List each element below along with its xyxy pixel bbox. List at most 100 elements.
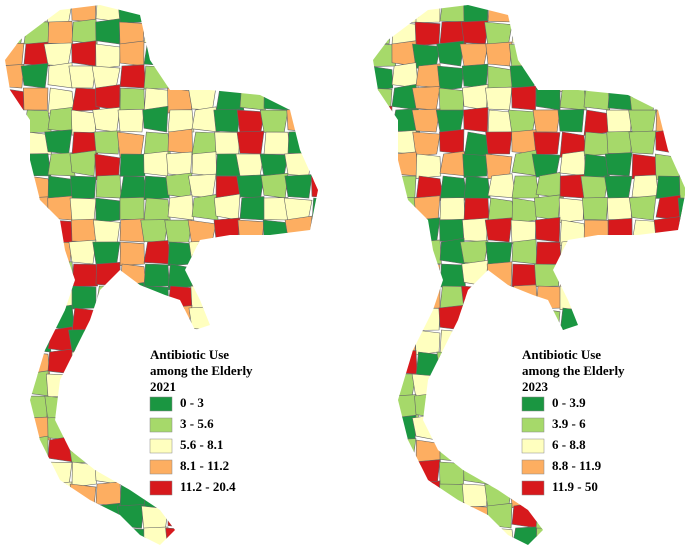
province xyxy=(287,417,315,442)
province xyxy=(71,307,100,333)
province xyxy=(47,348,74,375)
province xyxy=(413,195,441,221)
province xyxy=(213,108,241,133)
province xyxy=(559,238,587,265)
legend-label: 8.1 - 11.2 xyxy=(180,458,229,473)
province xyxy=(485,395,513,420)
province xyxy=(23,153,52,177)
province xyxy=(119,64,147,89)
province xyxy=(373,5,395,23)
province xyxy=(215,307,244,331)
province xyxy=(438,87,465,113)
province xyxy=(583,413,611,441)
province xyxy=(263,325,291,353)
legend-swatch xyxy=(149,459,173,475)
province xyxy=(260,304,289,331)
province xyxy=(188,5,217,23)
province xyxy=(284,65,313,92)
province xyxy=(533,43,561,69)
province xyxy=(311,107,318,133)
province xyxy=(213,217,241,243)
province xyxy=(119,327,148,353)
legend-label: 6 - 8.8 xyxy=(552,437,586,452)
province xyxy=(461,259,489,287)
legend-title: Antibiotic Use xyxy=(150,347,229,362)
legend-swatch xyxy=(149,480,173,496)
province xyxy=(651,282,681,309)
province xyxy=(436,40,465,67)
province xyxy=(48,547,74,556)
province xyxy=(559,285,585,311)
province xyxy=(486,261,513,287)
province xyxy=(310,85,318,111)
province xyxy=(71,371,97,397)
province xyxy=(414,392,441,419)
province xyxy=(676,328,685,353)
province xyxy=(604,175,633,199)
province xyxy=(236,109,265,135)
legend-swatch xyxy=(521,417,545,433)
province xyxy=(167,87,193,114)
province xyxy=(119,527,148,545)
province xyxy=(535,285,563,310)
province xyxy=(604,417,633,443)
province xyxy=(462,84,489,111)
province xyxy=(439,461,465,486)
province xyxy=(236,130,265,155)
province xyxy=(627,329,657,354)
province xyxy=(287,5,313,23)
province xyxy=(239,306,267,331)
province xyxy=(373,392,395,419)
legend-title: among the Elderly xyxy=(522,363,625,378)
province xyxy=(44,481,73,507)
province xyxy=(311,328,318,353)
province xyxy=(143,197,171,222)
province xyxy=(679,461,685,487)
province xyxy=(373,483,394,508)
province xyxy=(143,285,170,310)
province xyxy=(239,85,266,111)
province xyxy=(215,527,243,545)
province xyxy=(373,87,393,112)
province xyxy=(68,439,97,464)
province xyxy=(21,505,49,532)
province xyxy=(628,263,657,290)
province xyxy=(459,43,489,67)
province xyxy=(71,131,99,156)
province xyxy=(287,349,317,375)
province xyxy=(119,197,145,221)
province xyxy=(44,129,73,155)
province xyxy=(373,458,393,485)
province xyxy=(307,351,318,377)
province xyxy=(188,240,217,265)
province xyxy=(5,328,25,353)
province xyxy=(655,241,685,266)
province xyxy=(263,5,293,23)
province xyxy=(533,131,561,155)
province xyxy=(263,347,292,375)
province xyxy=(311,5,318,23)
province xyxy=(652,5,681,23)
province xyxy=(413,480,441,507)
province xyxy=(463,329,490,353)
province xyxy=(511,239,538,265)
province xyxy=(263,439,291,465)
province xyxy=(93,219,121,245)
province xyxy=(119,218,146,243)
province xyxy=(311,505,318,529)
province xyxy=(5,5,25,23)
province xyxy=(188,86,217,111)
province xyxy=(373,130,393,155)
province xyxy=(391,241,418,265)
province xyxy=(487,527,515,545)
province xyxy=(119,175,148,200)
province xyxy=(71,417,97,444)
province xyxy=(581,505,609,533)
province xyxy=(677,109,685,133)
legend-swatch xyxy=(521,396,545,412)
province xyxy=(556,527,585,545)
province xyxy=(511,5,541,23)
province xyxy=(191,505,218,531)
province xyxy=(439,175,468,201)
province xyxy=(237,21,265,47)
